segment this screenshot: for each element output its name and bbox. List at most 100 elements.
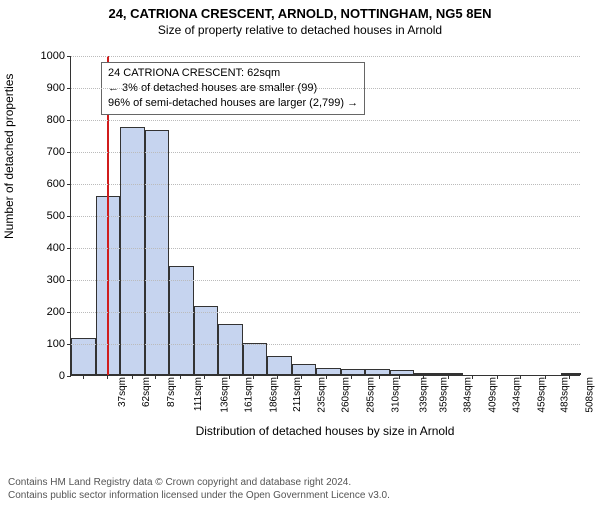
histogram-bar: [365, 369, 390, 375]
attribution-line1: Contains HM Land Registry data © Crown c…: [8, 477, 592, 490]
grid-line: [71, 120, 580, 121]
grid-line: [71, 184, 580, 185]
x-tick-label: 508sqm: [584, 377, 595, 413]
histogram-bar: [414, 373, 439, 375]
histogram-bar: [169, 266, 194, 375]
attribution-line2: Contains public sector information licen…: [8, 490, 592, 503]
x-tick-mark: [448, 375, 449, 379]
x-tick-mark: [520, 375, 521, 379]
x-tick-mark: [107, 375, 108, 379]
x-tick-mark: [301, 375, 302, 379]
y-tick-label: 700: [47, 146, 65, 158]
grid-line: [71, 344, 580, 345]
y-tick-mark: [67, 56, 71, 57]
histogram-bar: [145, 130, 170, 375]
annotation-line1: 24 CATRIONA CRESCENT: 62sqm: [108, 66, 358, 81]
grid-line: [71, 280, 580, 281]
histogram-bar: [561, 373, 581, 375]
x-tick-mark: [253, 375, 254, 379]
x-tick-label: 136sqm: [219, 377, 230, 413]
x-tick-label: 434sqm: [512, 377, 523, 413]
grid-line: [71, 56, 580, 57]
annotation-line3: 96% of semi-detached houses are larger (…: [108, 96, 358, 111]
y-tick-mark: [67, 248, 71, 249]
x-tick-label: 409sqm: [487, 377, 498, 413]
x-tick-label: 459sqm: [536, 377, 547, 413]
x-tick-mark: [180, 375, 181, 379]
x-tick-mark: [423, 375, 424, 379]
histogram-bar: [243, 343, 268, 375]
y-tick-label: 900: [47, 82, 65, 94]
x-tick-label: 359sqm: [438, 377, 449, 413]
histogram-bar: [194, 306, 219, 375]
x-tick-mark: [326, 375, 327, 379]
y-tick-label: 600: [47, 178, 65, 190]
y-tick-mark: [67, 216, 71, 217]
y-tick-label: 1000: [41, 50, 65, 62]
histogram-bar: [439, 373, 464, 375]
y-tick-mark: [67, 120, 71, 121]
histogram-bar: [316, 368, 341, 375]
y-tick-label: 800: [47, 114, 65, 126]
chart-container: Number of detached properties 24 CATRION…: [0, 46, 600, 446]
y-tick-mark: [67, 184, 71, 185]
x-tick-mark: [83, 375, 84, 379]
x-tick-mark: [132, 375, 133, 379]
x-tick-label: 87sqm: [166, 377, 177, 407]
chart-title-primary: 24, CATRIONA CRESCENT, ARNOLD, NOTTINGHA…: [0, 6, 600, 21]
y-tick-label: 300: [47, 274, 65, 286]
y-tick-mark: [67, 376, 71, 377]
grid-line: [71, 248, 580, 249]
y-tick-label: 400: [47, 242, 65, 254]
histogram-bar: [390, 370, 415, 375]
histogram-bar: [292, 364, 317, 375]
y-tick-label: 500: [47, 210, 65, 222]
x-tick-label: 483sqm: [560, 377, 571, 413]
x-tick-label: 260sqm: [341, 377, 352, 413]
x-tick-mark: [569, 375, 570, 379]
x-tick-label: 62sqm: [141, 377, 152, 407]
x-tick-mark: [399, 375, 400, 379]
grid-line: [71, 216, 580, 217]
y-tick-mark: [67, 88, 71, 89]
x-tick-label: 285sqm: [366, 377, 377, 413]
x-tick-label: 235sqm: [317, 377, 328, 413]
x-tick-label: 384sqm: [463, 377, 474, 413]
chart-title-secondary: Size of property relative to detached ho…: [0, 23, 600, 37]
y-tick-mark: [67, 152, 71, 153]
histogram-bar: [341, 369, 366, 375]
x-tick-mark: [155, 375, 156, 379]
x-axis-label: Distribution of detached houses by size …: [70, 424, 580, 438]
y-tick-mark: [67, 312, 71, 313]
x-tick-label: 37sqm: [117, 377, 128, 407]
x-tick-mark: [545, 375, 546, 379]
x-tick-mark: [204, 375, 205, 379]
x-tick-label: 310sqm: [390, 377, 401, 413]
y-tick-label: 200: [47, 306, 65, 318]
y-tick-label: 100: [47, 338, 65, 350]
grid-line: [71, 88, 580, 89]
y-axis-label: Number of detached properties: [2, 74, 16, 239]
x-tick-mark: [277, 375, 278, 379]
x-tick-mark: [229, 375, 230, 379]
plot-area: 24 CATRIONA CRESCENT: 62sqm ← 3% of deta…: [70, 56, 580, 376]
x-tick-label: 111sqm: [193, 377, 204, 411]
histogram-bar: [120, 127, 145, 375]
x-tick-label: 339sqm: [419, 377, 430, 413]
x-tick-label: 211sqm: [292, 377, 303, 412]
x-tick-label: 186sqm: [268, 377, 279, 413]
x-tick-mark: [351, 375, 352, 379]
y-tick-mark: [67, 344, 71, 345]
x-tick-label: 161sqm: [244, 377, 255, 413]
x-tick-mark: [497, 375, 498, 379]
x-tick-mark: [379, 375, 380, 379]
grid-line: [71, 152, 580, 153]
y-tick-label: 0: [59, 370, 65, 382]
histogram-bar: [267, 356, 292, 375]
histogram-bar: [218, 324, 243, 375]
x-tick-mark: [472, 375, 473, 379]
attribution-block: Contains HM Land Registry data © Crown c…: [8, 477, 592, 502]
grid-line: [71, 312, 580, 313]
chart-title-block: 24, CATRIONA CRESCENT, ARNOLD, NOTTINGHA…: [0, 6, 600, 37]
y-tick-mark: [67, 280, 71, 281]
